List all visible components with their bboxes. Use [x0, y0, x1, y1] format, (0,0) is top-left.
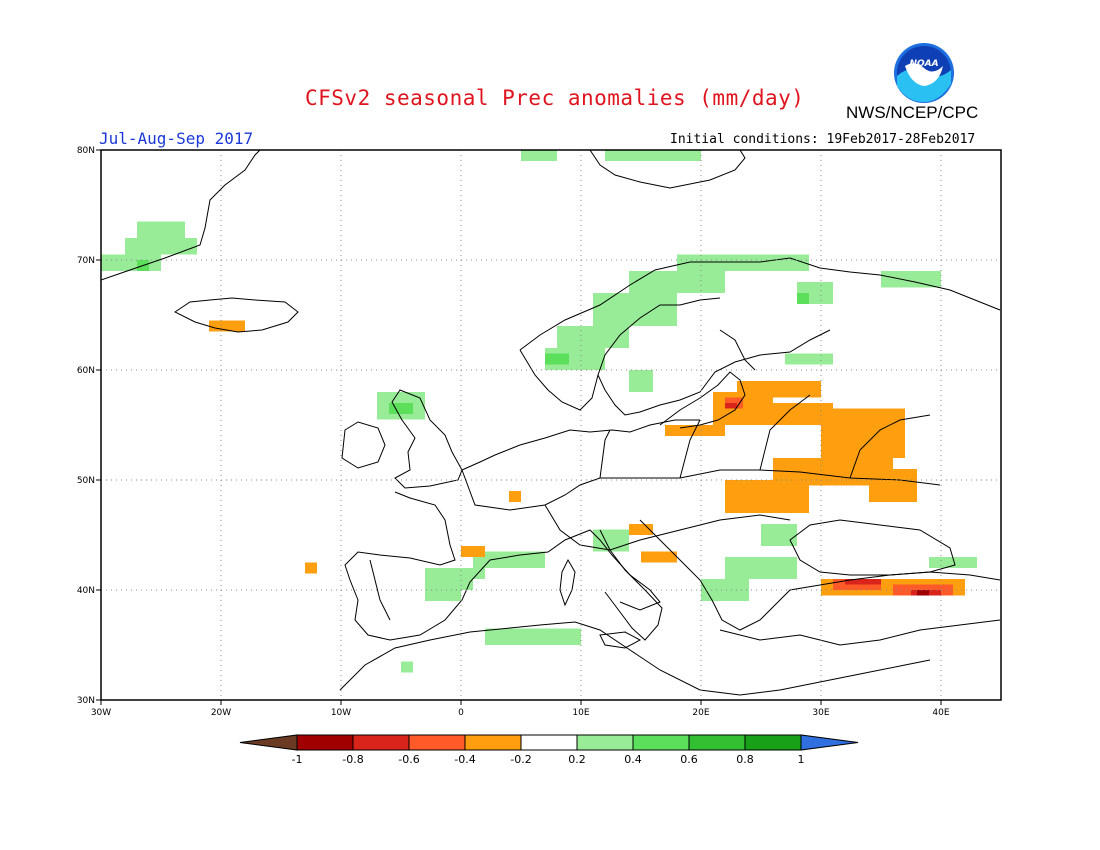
colorbar-label: -0.4: [454, 753, 475, 766]
anomaly-cell: [473, 551, 545, 568]
anomaly-cell: [425, 590, 461, 601]
anomaly-cell: [641, 551, 677, 563]
colorbar-label: 0.4: [624, 753, 642, 766]
lon-tick-label: 20W: [211, 708, 231, 718]
anomaly-cell: [725, 480, 809, 513]
anomaly-cell: [137, 221, 185, 238]
lat-tick-label: 80N: [77, 146, 95, 156]
colorbar-label: -1: [292, 753, 303, 766]
map-frame: [100, 149, 1002, 701]
anomaly-cell: [449, 568, 485, 579]
anomaly-cell: [845, 579, 881, 585]
anomaly-cell: [485, 628, 581, 645]
lon-tick-label: 30W: [91, 708, 111, 718]
anomaly-cell: [629, 370, 653, 392]
anomaly-cell: [557, 326, 629, 348]
svg-text:NOAA: NOAA: [909, 59, 938, 69]
graticule: [96, 149, 1001, 705]
anomaly-cell: [209, 320, 245, 332]
noaa-logo: NOAA: [894, 43, 954, 103]
anomaly-cell: [461, 546, 485, 557]
anomaly-cell: [869, 469, 917, 502]
colorbar-under-arrow: [239, 734, 298, 751]
anomaly-cell: [917, 590, 929, 596]
anomaly-cell: [881, 271, 941, 288]
lat-tick-label: 40N: [77, 586, 95, 596]
colorbar-label: 0.8: [736, 753, 754, 766]
anomaly-cell: [725, 403, 737, 409]
lon-tick-label: 20E: [692, 708, 709, 718]
colorbar-swatch: [688, 734, 746, 751]
colorbar-swatch: [408, 734, 466, 751]
anomaly-cell: [593, 293, 677, 326]
forecast-period: Jul-Aug-Sep 2017: [99, 129, 254, 148]
anomaly-cell: [629, 524, 653, 535]
colorbar-label: 0.2: [568, 753, 586, 766]
lon-tick-label: 40E: [932, 708, 949, 718]
colorbar-swatch: [296, 734, 354, 751]
colorbar-label: 1: [798, 753, 805, 766]
anomaly-cell: [401, 661, 413, 673]
anomaly-cell: [797, 293, 809, 304]
colorbar-swatch: [520, 734, 578, 751]
colorbar-swatch: [464, 734, 522, 751]
colorbar-swatch: [744, 734, 802, 751]
colorbar-label: 0.6: [680, 753, 698, 766]
anomaly-cell: [761, 524, 797, 546]
anomaly-cell: [509, 491, 521, 502]
lon-tick-label: 10E: [572, 708, 589, 718]
anomaly-cell: [725, 557, 797, 579]
map-title: CFSv2 seasonal Prec anomalies (mm/day): [305, 86, 805, 110]
axis-labels: 80N 70N 60N 50N 40N 30N 30W 20W 10W 0 10E 20E 30E 40E: [77, 146, 950, 718]
anomaly-cells: [101, 150, 977, 673]
colorbar-label: -0.6: [398, 753, 419, 766]
initial-conditions: Initial conditions: 19Feb2017-28Feb2017: [670, 132, 976, 147]
anomaly-cell: [629, 271, 725, 293]
lat-tick-label: 30N: [77, 696, 95, 706]
colorbar-over-arrow: [800, 734, 859, 751]
lon-tick-label: 10W: [331, 708, 351, 718]
colorbar-label: -0.2: [510, 753, 531, 766]
anomaly-cell: [821, 408, 905, 458]
anomaly-cell: [785, 353, 833, 365]
anomaly-cell: [677, 254, 809, 271]
lat-tick-label: 50N: [77, 476, 95, 486]
anomaly-cell: [125, 238, 197, 255]
anomaly-cell: [929, 557, 977, 568]
colorbar-swatch: [632, 734, 690, 751]
lon-tick-label: 30E: [812, 708, 829, 718]
colorbar-swatch: [576, 734, 634, 751]
anomaly-cell: [305, 562, 317, 574]
colorbar-label: -0.8: [342, 753, 363, 766]
lon-tick-label: 0: [458, 708, 464, 718]
anomaly-cell: [545, 353, 569, 365]
anomaly-cell: [605, 150, 701, 161]
anomaly-cell: [389, 403, 413, 414]
coastlines: [101, 150, 1001, 696]
organization-label: NWS/NCEP/CPC: [846, 103, 979, 122]
anomaly-cell: [521, 150, 557, 161]
colorbar-swatch: [352, 734, 410, 751]
anomaly-cell: [773, 403, 833, 425]
anomaly-cell: [701, 579, 749, 601]
lat-tick-label: 60N: [77, 366, 95, 376]
lat-tick-label: 70N: [77, 256, 95, 266]
colorbar-legend: -1 -0.8 -0.6 -0.4 -0.2 0.2 0.4 0.6 0.8 1: [239, 734, 859, 766]
